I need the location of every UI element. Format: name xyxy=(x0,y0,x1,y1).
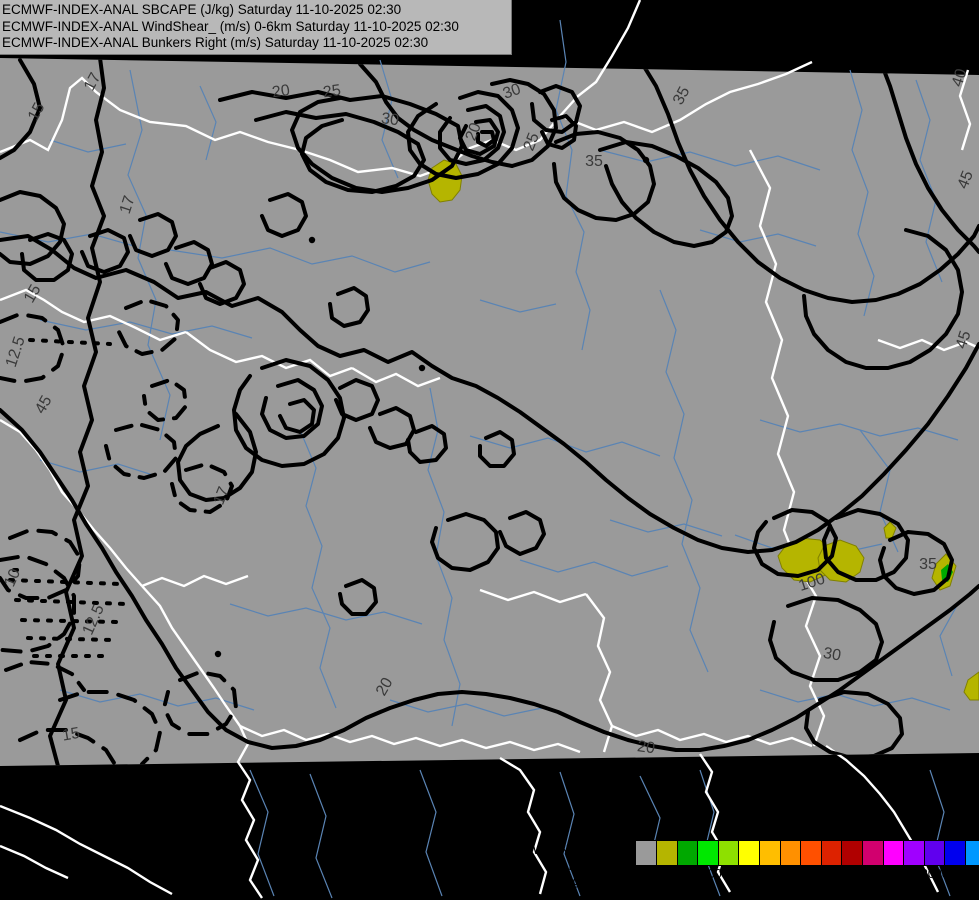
contour-label: 35 xyxy=(585,153,603,170)
legend-tick-500: 500 xyxy=(732,867,754,881)
contour-label: 25 xyxy=(322,82,342,101)
legend-tick-300: 300 xyxy=(700,867,722,881)
legend-swatch-5[interactable] xyxy=(739,841,760,865)
legend-swatch-9[interactable] xyxy=(821,841,843,865)
contour-label: 15 xyxy=(21,282,45,306)
cape-shading xyxy=(427,159,979,701)
legend-swatch-13[interactable] xyxy=(904,841,925,865)
legend-swatch-15[interactable] xyxy=(945,841,966,865)
header-line-bunkers-right: ECMWF-INDEX-ANAL Bunkers Right (m/s) Sat… xyxy=(2,35,429,50)
contour-label: 20 xyxy=(373,675,397,699)
legend-tick-5000: 5000 xyxy=(952,867,979,881)
legend-title-line-1: ECMWF-INDEX-ANAL xyxy=(505,843,632,857)
map-header-panel: ECMWF-INDEX-ANAL SBCAPE (J/kg) Saturday … xyxy=(0,0,512,55)
contour-label: 15 xyxy=(61,725,82,745)
legend-title-line-3: J/kg xyxy=(556,874,580,888)
legend-swatch-3[interactable] xyxy=(698,841,719,865)
legend-colorbar-wrap: 100 300 500 700 900 1250 1750 2250 3000 5000 xyxy=(635,840,979,886)
legend-title-line-2: CAPE xyxy=(551,858,586,873)
contour-label: 10 xyxy=(1,566,24,589)
legend-colorbar[interactable] xyxy=(635,840,979,866)
legend-swatch-12[interactable] xyxy=(883,841,905,865)
legend-swatch-11[interactable] xyxy=(862,841,884,865)
legend-tick-100: 100 xyxy=(668,867,690,881)
contour-label: 20 xyxy=(271,82,291,101)
legend-title: ECMWF-INDEX-ANAL CAPE J/kg xyxy=(505,840,631,890)
contour-label: 45 xyxy=(955,168,977,191)
legend-tick-labels: 100 300 500 700 900 1250 1750 2250 3000 5000 xyxy=(635,866,979,886)
legend-tick-3000: 3000 xyxy=(920,867,949,881)
legend-tick-900: 900 xyxy=(796,867,818,881)
contour-label: 17 xyxy=(211,484,233,507)
contour-label: 25 xyxy=(521,130,543,153)
contour-label: 15 xyxy=(25,100,48,124)
header-line-sbcape: ECMWF-INDEX-ANAL SBCAPE (J/kg) Saturday … xyxy=(2,2,402,17)
shear-contours xyxy=(0,58,979,766)
cape-patch-dot-a xyxy=(883,521,897,539)
cape-patch-east-edge xyxy=(963,671,979,701)
legend-swatch-8[interactable] xyxy=(801,841,822,865)
contour-label: 17 xyxy=(117,194,139,216)
bunkers-right-markers xyxy=(214,156,650,658)
contour-label: 40 xyxy=(949,67,971,89)
legend-swatch-7[interactable] xyxy=(780,841,802,865)
legend-swatch-16[interactable] xyxy=(965,841,979,865)
legend-swatch-1[interactable] xyxy=(657,841,678,865)
contour-label: 30 xyxy=(822,645,843,665)
legend-swatch-10[interactable] xyxy=(842,841,863,865)
contour-label: 30 xyxy=(501,81,524,103)
legend-swatch-14[interactable] xyxy=(924,841,946,865)
cape-legend: ECMWF-INDEX-ANAL CAPE J/kg 100 300 500 700 9… xyxy=(505,840,979,896)
legend-swatch-6[interactable] xyxy=(759,841,781,865)
legend-swatch-2[interactable] xyxy=(677,841,699,865)
header-line-windshear: ECMWF-INDEX-ANAL WindShear_ (m/s) 0-6km … xyxy=(2,18,459,34)
legend-tick-700: 700 xyxy=(764,867,786,881)
contour-label: 35 xyxy=(670,84,693,108)
contour-label: 35 xyxy=(919,556,937,573)
legend-tick-2250: 2250 xyxy=(888,867,917,881)
contour-label: 17 xyxy=(81,70,104,94)
legend-swatch-0[interactable] xyxy=(636,841,657,865)
contour-label: 20 xyxy=(463,121,485,144)
contour-label: 20 xyxy=(636,738,656,757)
legend-tick-1750: 1750 xyxy=(857,867,885,881)
contour-label: 30 xyxy=(380,110,400,129)
legend-tick-1250: 1250 xyxy=(825,867,853,881)
contour-label: 45 xyxy=(953,329,975,351)
contour-label: 45 xyxy=(32,393,56,417)
legend-swatch-4[interactable] xyxy=(718,841,740,865)
